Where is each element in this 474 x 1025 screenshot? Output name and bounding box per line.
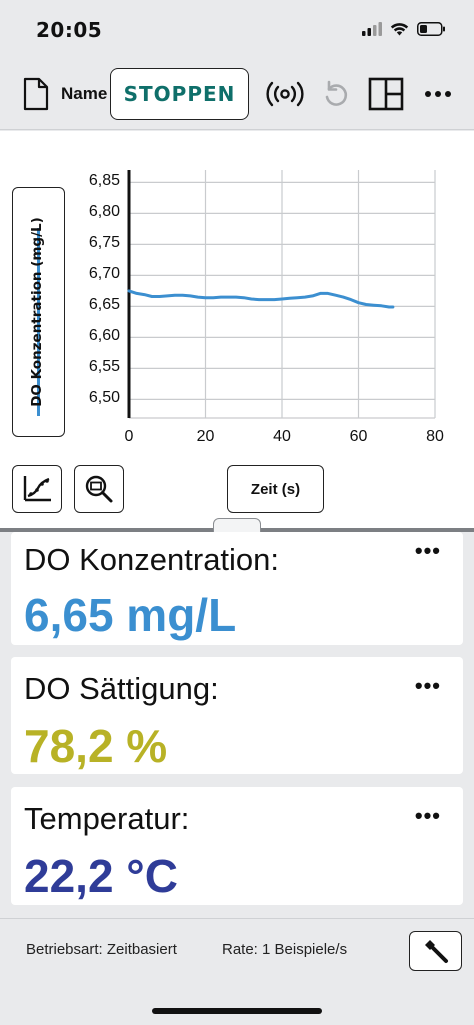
y-axis-sensor-button[interactable] [12,187,65,437]
graph-panel [0,131,474,528]
rate-status: Rate: 1 Beispiele/s [222,941,348,958]
zoom-icon [85,475,113,503]
status-time: 20:05 [36,18,103,42]
remote-button[interactable] [264,58,306,130]
series-line-0 [127,289,395,309]
stop-button[interactable]: STOPPEN [110,68,249,120]
undo-icon [325,80,348,106]
meter-value: 22,2 °C [24,850,178,902]
curve-fit-icon [23,476,51,502]
y-tick-label: 6,65 [88,296,120,314]
more-icon[interactable]: ••• [414,673,441,698]
mode-status: Betriebsart: Zeitbasiert [26,941,177,958]
home-indicator [152,1008,322,1014]
x-tick-label: 80 [426,428,444,445]
y-tick-label: 6,85 [88,172,120,190]
broadcast-icon [266,81,304,107]
wifi-icon [390,23,409,36]
toolbar: Name STOPPEN [0,58,474,130]
meter-card-do-saturation[interactable]: DO Sättigung: 78,2 % ••• [11,657,463,774]
meter-card-temperature[interactable]: Temperatur: 22,2 °C ••• [11,787,463,905]
settings-tool-button[interactable] [409,931,462,971]
line-chart[interactable] [0,0,474,528]
undo-button[interactable] [320,58,352,130]
meter-title: Temperatur: [24,801,190,836]
status-icons [362,22,446,36]
series-color-indicator [37,228,40,416]
signal-icon [362,22,382,36]
y-tick-label: 6,75 [88,234,120,252]
meter-value: 78,2 % [24,720,168,772]
document-button[interactable] [20,58,52,130]
more-icon[interactable]: ••• [414,538,441,563]
meter-card-do-concentration[interactable]: DO Konzentration: 6,65 mg/L ••• [11,532,463,645]
meter-title: DO Konzentration: [24,542,280,577]
x-tick-label: 60 [349,428,368,445]
wrench-icon [424,940,448,963]
x-tick-label: 20 [196,428,215,445]
zoom-button[interactable] [74,465,124,513]
document-icon [23,77,49,111]
more-icon [425,91,451,97]
layout-icon [368,77,404,111]
y-tick-label: 6,50 [88,389,120,407]
more-menu-button[interactable] [422,58,454,130]
more-icon[interactable]: ••• [414,803,441,828]
x-tick-label: 0 [124,428,134,445]
meter-title: DO Sättigung: [24,671,219,706]
y-tick-label: 6,70 [88,265,120,283]
status-bar: 20:05 [0,0,474,58]
meter-value: 6,65 mg/L [24,589,237,641]
y-tick-label: 6,60 [88,327,120,345]
experiment-name[interactable]: Name [61,84,108,103]
y-tick-label: 6,55 [88,358,120,376]
curve-fit-button[interactable] [12,465,62,513]
x-tick-label: 40 [273,428,291,445]
y-tick-label: 6,80 [88,203,120,221]
layout-button[interactable] [367,58,405,130]
x-axis-button[interactable]: Zeit (s) [227,465,324,513]
battery-icon [417,22,445,36]
footer: Betriebsart: Zeitbasiert Rate: 1 Beispie… [0,918,474,1025]
